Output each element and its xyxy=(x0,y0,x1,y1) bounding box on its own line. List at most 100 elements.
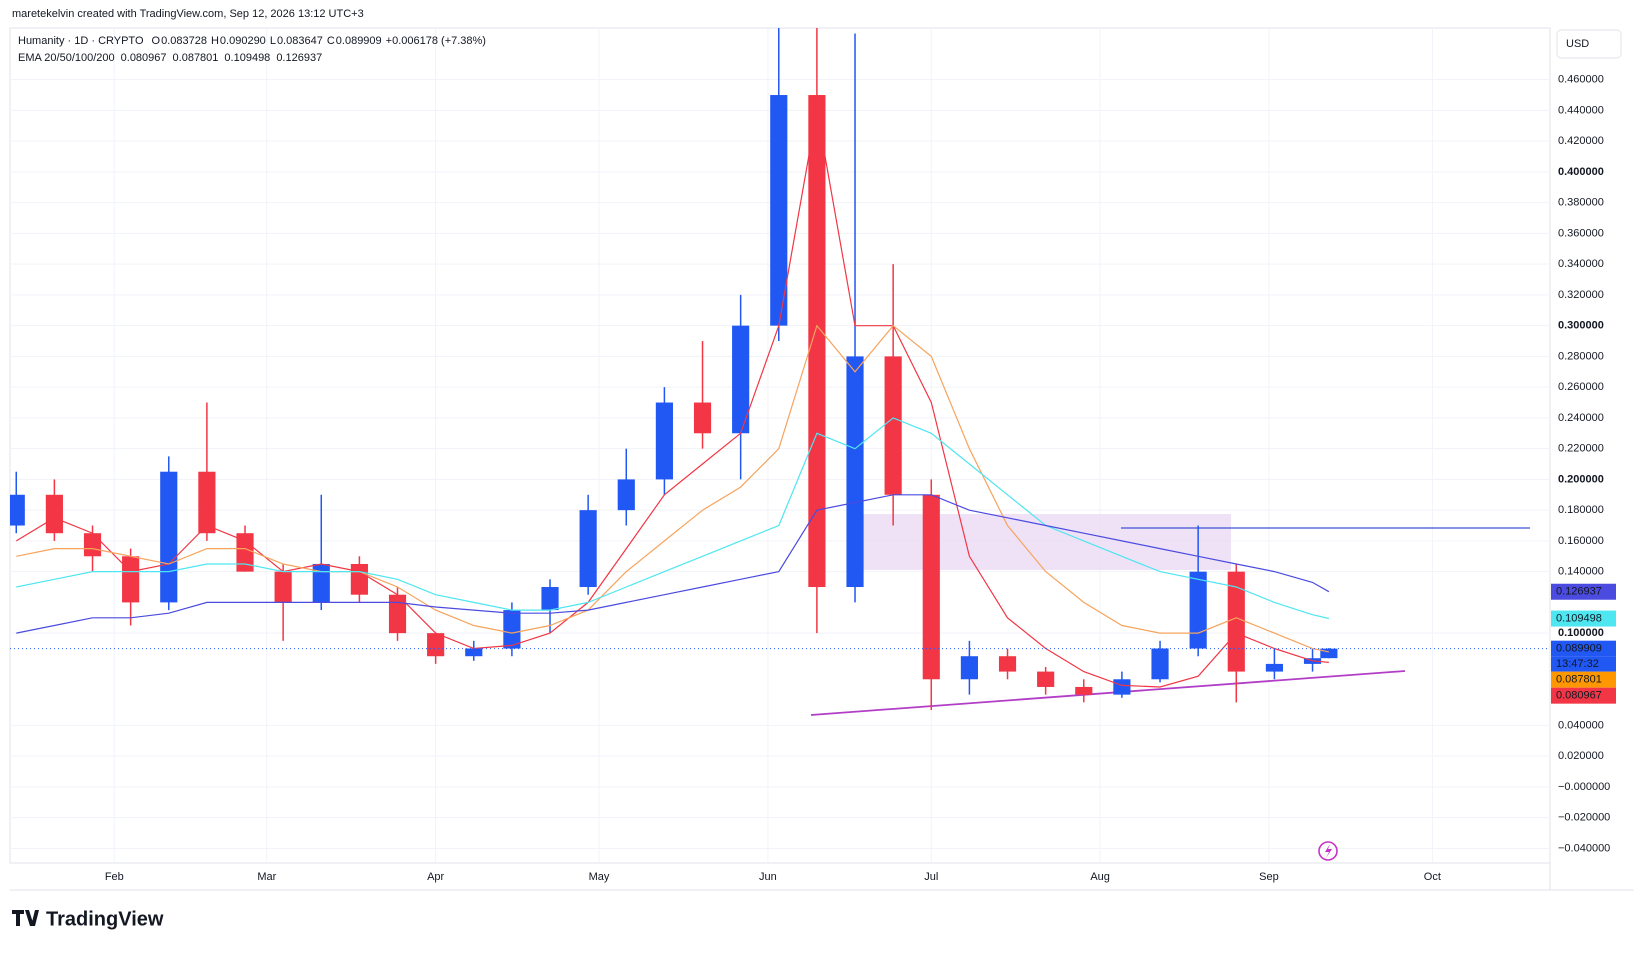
ema50-price-box xyxy=(1551,671,1616,688)
candle-body xyxy=(1075,686,1093,695)
candle-body xyxy=(922,494,940,680)
lightning-bolt xyxy=(1325,844,1332,858)
last-price: 0.089909 xyxy=(1556,643,1602,655)
candle-body xyxy=(884,356,902,495)
candle-body xyxy=(732,325,750,434)
indicator-value: 0.109498 xyxy=(224,52,270,64)
y-tick-label: −0.000000 xyxy=(1558,781,1610,793)
candle-body xyxy=(579,510,597,588)
x-tick-label: Jul xyxy=(924,871,938,883)
y-tick-label: 0.360000 xyxy=(1558,227,1604,239)
candle-body xyxy=(541,587,559,611)
candle-body xyxy=(1113,679,1131,695)
candle-body xyxy=(1037,671,1055,687)
ohlc-value: 0.089909 xyxy=(336,35,382,47)
y-tick-label: 0.240000 xyxy=(1558,412,1604,424)
ohlc-value: +0.006178 (+7.38%) xyxy=(386,35,486,47)
candle-body xyxy=(122,556,140,603)
candle-body xyxy=(45,494,63,534)
ohlc-key: L xyxy=(270,35,276,47)
y-tick-label: 0.400000 xyxy=(1558,166,1604,178)
ema20-price: 0.080967 xyxy=(1556,690,1602,702)
y-tick-label: 0.140000 xyxy=(1558,566,1604,578)
x-tick-label: Sep xyxy=(1259,871,1279,883)
currency: USD xyxy=(1566,38,1589,50)
candle-body xyxy=(274,571,292,603)
y-tick-label: 0.160000 xyxy=(1558,535,1604,547)
last-price-box xyxy=(1551,640,1616,657)
y-tick-label: 0.380000 xyxy=(1558,197,1604,209)
candle-body xyxy=(960,656,978,680)
candle-body xyxy=(350,563,368,595)
x-tick-label: Jun xyxy=(759,871,777,883)
ema50-price: 0.087801 xyxy=(1556,674,1602,686)
candle-body xyxy=(10,494,25,526)
y-tick-label: 0.040000 xyxy=(1558,719,1604,731)
candle-body xyxy=(1320,648,1338,659)
y-tick-label: 0.340000 xyxy=(1558,258,1604,270)
candle-body xyxy=(770,95,788,326)
y-tick-label: 0.420000 xyxy=(1558,135,1604,147)
candle-body xyxy=(655,402,673,480)
y-tick-label: −0.040000 xyxy=(1558,842,1610,854)
candle-body xyxy=(808,95,826,588)
ohlc-key: O xyxy=(152,35,161,47)
trend-line xyxy=(810,670,1406,716)
ohlc-key: H xyxy=(211,35,219,47)
ema-line xyxy=(15,110,1329,688)
ohlc-value: 0.083647 xyxy=(277,35,323,47)
ema200-price: 0.126937 xyxy=(1556,586,1602,598)
ema-line xyxy=(16,494,1330,634)
range-box xyxy=(851,514,1231,570)
y-tick-label: 0.200000 xyxy=(1558,473,1604,485)
x-tick-label: May xyxy=(589,871,610,883)
x-tick-label: Aug xyxy=(1090,871,1110,883)
marks xyxy=(10,28,1550,711)
candle-body xyxy=(693,402,712,434)
y-tick-label: 0.020000 xyxy=(1558,750,1604,762)
candle-body xyxy=(1227,571,1245,672)
indicator-label: EMA 20/50/100/200 xyxy=(18,52,115,64)
candle-body xyxy=(427,633,445,657)
ema200-price-box xyxy=(1551,583,1616,600)
x-tick-label: Oct xyxy=(1424,871,1441,883)
x-tick-label: Mar xyxy=(257,871,276,883)
candle-body xyxy=(846,356,864,588)
countdown-box xyxy=(1551,656,1616,672)
countdown: 13:47:32 xyxy=(1556,658,1599,670)
candle-body xyxy=(388,594,407,634)
ema20-price-box xyxy=(1551,687,1616,704)
candle-body xyxy=(998,656,1017,672)
candle-body xyxy=(503,610,521,649)
candle-body xyxy=(83,533,102,557)
candle-body xyxy=(198,471,216,534)
y-tick-label: 0.320000 xyxy=(1558,289,1604,301)
y-tick-label: 0.300000 xyxy=(1558,320,1604,332)
y-tick-label: 0.100000 xyxy=(1558,627,1604,639)
y-tick-label: 0.220000 xyxy=(1558,443,1604,455)
ohlc-value: 0.083728 xyxy=(161,35,207,47)
candle-body xyxy=(1151,648,1169,680)
brand-logo xyxy=(12,910,39,926)
candle-body xyxy=(160,471,178,603)
labels: Humanity · 1D · CRYPTO O 0.083728 H 0.090290… xyxy=(18,35,1616,883)
x-tick-label: Feb xyxy=(105,871,124,883)
y-tick-label: 0.260000 xyxy=(1558,381,1604,393)
ema-line xyxy=(16,324,1330,653)
attribution: maretekelvin created with TradingView.co… xyxy=(12,8,364,20)
y-tick-label: −0.020000 xyxy=(1558,812,1610,824)
candle-body xyxy=(465,648,483,657)
lightning-icon[interactable] xyxy=(1318,841,1338,861)
currency-box[interactable] xyxy=(1556,29,1622,59)
y-tick-label: 0.460000 xyxy=(1558,74,1604,86)
indicator-value: 0.087801 xyxy=(173,52,219,64)
x-tick-label: Apr xyxy=(427,871,444,883)
y-tick-label: 0.440000 xyxy=(1558,104,1604,116)
candle-body xyxy=(1265,663,1283,672)
ema-line xyxy=(16,417,1330,620)
ema100-price-box xyxy=(1551,610,1616,627)
candle-body xyxy=(312,563,330,603)
candle-body xyxy=(617,479,635,511)
candle-body xyxy=(1189,571,1207,649)
